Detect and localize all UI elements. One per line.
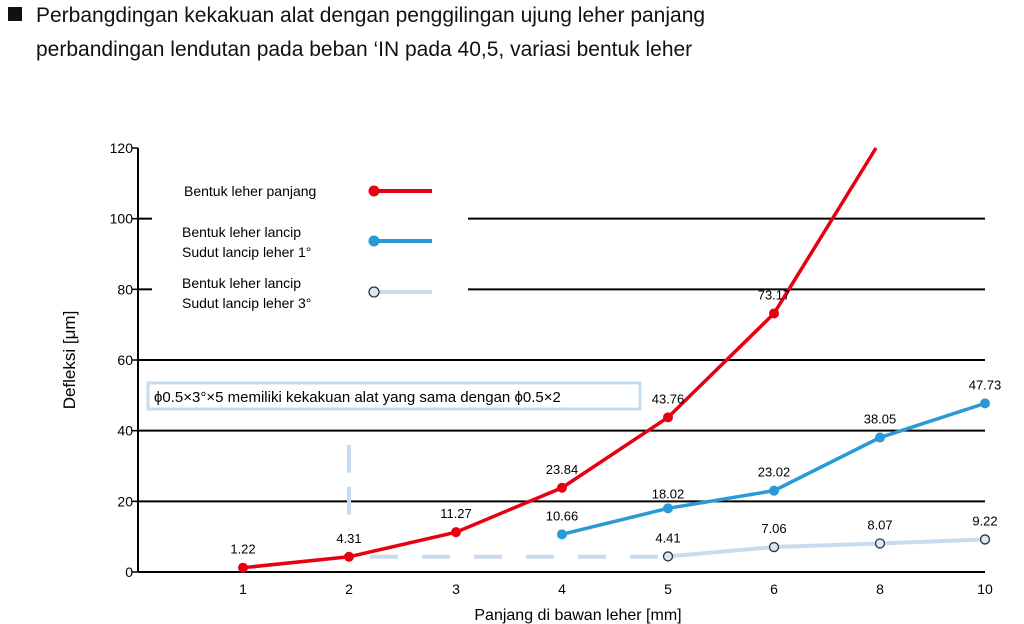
legend-label: Bentuk leher lancip [182, 275, 301, 291]
data-point [662, 551, 674, 562]
data-point [238, 562, 248, 573]
data-label: 4.41 [655, 530, 680, 545]
y-tick-label: 0 [125, 564, 133, 580]
legend-label: Bentuk leher lancip [182, 224, 301, 240]
y-tick-label: 40 [117, 423, 133, 439]
y-axis-label: Defleksi [μm] [60, 311, 79, 410]
data-point [663, 412, 673, 423]
data-label: 73.17 [758, 287, 791, 302]
x-axis-label: Panjang di bawan leher [mm] [474, 607, 681, 624]
x-tick-label: 2 [345, 581, 353, 597]
y-tick-label: 80 [117, 281, 133, 297]
data-label: 18.02 [652, 486, 685, 501]
legend-label: Sudut lancip leher 1° [182, 244, 311, 260]
annotation-box [146, 381, 642, 411]
header-text-1: Perbangdingan kekakuan alat dengan pengg… [36, 4, 706, 27]
x-tick-label: 5 [664, 581, 672, 597]
series-line-1 [242, 147, 878, 570]
data-point [663, 503, 673, 514]
data-point [980, 398, 990, 409]
data-label: 23.84 [546, 462, 579, 477]
data-point [557, 482, 567, 493]
x-tick-label: 8 [876, 581, 884, 597]
data-label: 8.07 [867, 517, 892, 532]
data-point [979, 534, 991, 545]
x-tick-label: 6 [770, 581, 778, 597]
legend-label: Sudut lancip leher 3° [182, 295, 311, 311]
y-tick-label: 100 [110, 211, 134, 227]
x-tick-label: 1 [239, 581, 247, 597]
header-line-1: Perbangdingan kekakuan alat dengan pengg… [8, 4, 705, 28]
data-point [769, 485, 779, 496]
legend-marker [368, 286, 380, 298]
data-label: 43.76 [652, 391, 685, 406]
annotation-text: ϕ0.5×3°×5 memiliki kekakuan alat yang sa… [154, 389, 561, 406]
data-point [769, 308, 779, 319]
data-point [451, 527, 461, 538]
data-point [557, 529, 567, 540]
header-line-2: perbandingan lendutan pada beban ‘IN pad… [36, 38, 693, 61]
data-label: 11.27 [440, 506, 472, 521]
data-label: 38.05 [864, 412, 897, 427]
series-line-3 [667, 537, 986, 559]
data-label: 47.73 [969, 377, 1002, 392]
data-label: 1.22 [230, 542, 255, 557]
legend-marker [368, 235, 380, 247]
legend-label: Bentuk leher panjang [184, 183, 316, 199]
y-tick-label: 120 [110, 140, 134, 156]
x-tick-label: 10 [977, 581, 993, 597]
y-tick-label: 20 [117, 493, 133, 509]
data-point [768, 541, 780, 553]
legend-marker [368, 185, 380, 197]
data-label: 4.31 [336, 531, 361, 546]
data-point [875, 432, 885, 443]
y-tick-label: 60 [117, 352, 133, 368]
data-point [874, 538, 886, 549]
x-tick-label: 4 [558, 581, 566, 597]
bullet-square-icon [8, 7, 22, 21]
data-label: 23.02 [758, 465, 791, 480]
data-label: 10.66 [546, 508, 579, 523]
data-label: 7.06 [761, 521, 786, 536]
x-tick-label: 3 [452, 581, 460, 597]
data-label: 9.22 [972, 513, 997, 528]
data-point [344, 551, 354, 562]
